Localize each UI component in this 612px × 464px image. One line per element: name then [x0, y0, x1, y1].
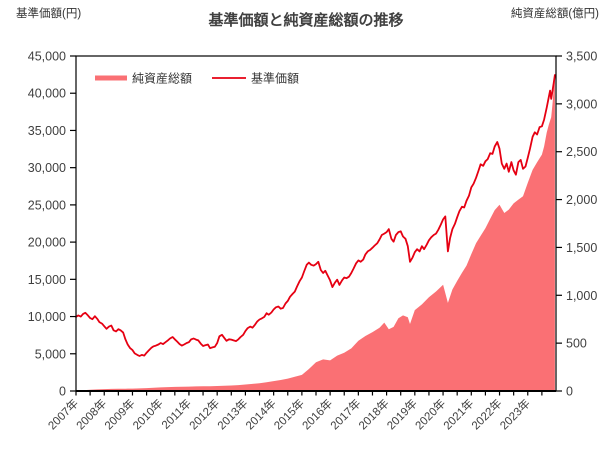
right-axis-tick-label: 3,000 [566, 97, 597, 111]
nav-legend-label: 基準価額 [251, 71, 299, 86]
right-axis-tick-label: 500 [566, 337, 587, 351]
left-axis-tick-label: 15,000 [28, 273, 66, 287]
x-axis-year-label: 2017年 [327, 396, 363, 432]
left-axis-tick-label: 25,000 [28, 198, 66, 212]
x-axis-year-label: 2011年 [159, 396, 195, 432]
x-axis-year-label: 2015年 [271, 396, 307, 432]
x-axis-year-label: 2019年 [384, 396, 420, 432]
net-assets-area [76, 78, 555, 391]
right-axis-tick-label: 3,500 [566, 50, 597, 64]
right-axis-tick-label: 2,000 [566, 193, 597, 207]
left-axis-tick-label: 0 [59, 385, 66, 399]
left-axis-tick-label: 35,000 [28, 124, 66, 138]
x-axis-year-label: 2016年 [299, 396, 335, 432]
left-axis-unit-label: 基準価額(円) [16, 6, 81, 20]
x-axis-year-label: 2012年 [186, 396, 222, 432]
x-axis-year-label: 2022年 [468, 396, 504, 432]
right-axis-tick-label: 1,500 [566, 241, 597, 255]
x-axis-year-label: 2008年 [73, 396, 109, 432]
nav-line-series [75, 74, 556, 357]
nav-line [75, 74, 556, 357]
x-axis-year-label: 2023年 [497, 396, 533, 432]
net-assets-area-series [76, 78, 555, 391]
left-axis-tick-label: 20,000 [28, 236, 66, 250]
x-axis-year-label: 2009年 [101, 396, 137, 432]
x-axis-year-label: 2014年 [243, 396, 279, 432]
left-axis-tick-label: 5,000 [35, 347, 66, 361]
x-axis-year-label: 2018年 [356, 396, 392, 432]
x-axis-year-label: 2010年 [130, 396, 166, 432]
right-axis-tick-label: 0 [566, 385, 573, 399]
right-axis-tick-label: 2,500 [566, 145, 597, 159]
net-assets-legend-label: 純資産総額 [132, 71, 192, 86]
x-axis-year-label: 2020年 [412, 396, 448, 432]
right-axis-tick-label: 1,000 [566, 289, 597, 303]
chart-title: 基準価額と純資産総額の推移 [207, 11, 403, 29]
right-axis-unit-label: 純資産総額(億円) [511, 6, 599, 20]
x-axis-year-label: 2013年 [214, 396, 250, 432]
left-axis-tick-label: 40,000 [28, 87, 66, 101]
x-axis-year-label: 2021年 [440, 396, 476, 432]
left-axis-tick-label: 30,000 [28, 161, 66, 175]
legend: 純資産総額 基準価額 [95, 71, 299, 86]
x-axis-year-label: 2007年 [45, 396, 81, 432]
left-axis-tick-label: 45,000 [28, 50, 66, 64]
left-axis-tick-label: 10,000 [28, 310, 66, 324]
axes [70, 55, 562, 396]
